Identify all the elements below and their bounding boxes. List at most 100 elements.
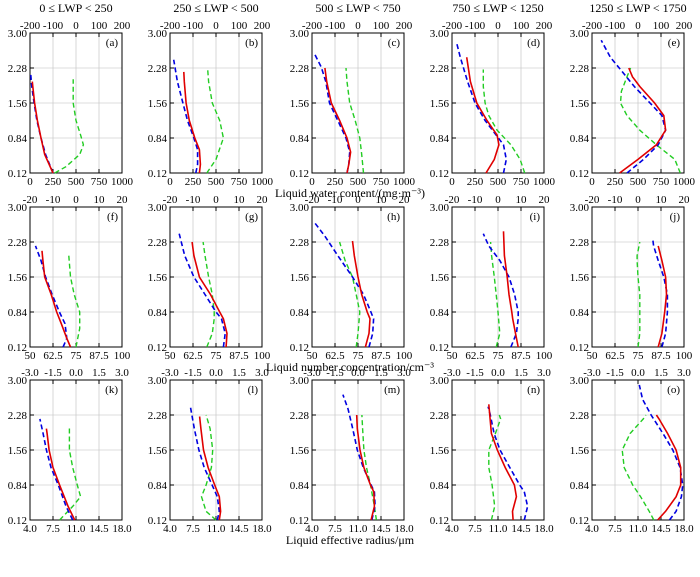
- panel-k-xtick-label: 18.0: [112, 523, 132, 535]
- panel-d-ytick-label: 1.56: [430, 98, 450, 110]
- panel-d-xtick-label: 250: [467, 176, 484, 188]
- panel-a-green-line: [54, 79, 85, 174]
- panel-o-ytick-label: 2.28: [570, 410, 590, 422]
- panel-d-ytick-label: 0.84: [430, 133, 450, 145]
- panel-d-label: (d): [527, 37, 540, 49]
- panel-b-top-xtick-label: -100: [183, 20, 204, 32]
- panel-h-xtick-label: 100: [396, 350, 413, 362]
- panel-b-top-xtick-label: 0: [213, 20, 219, 32]
- panel-d-xtick-label: 750: [513, 176, 530, 188]
- panel-f-xtick-label: 87.5: [89, 350, 109, 362]
- panel-j-ytick-label: 0.84: [570, 307, 590, 319]
- panel-k-top-xtick-label: -1.5: [44, 367, 62, 379]
- column-title-3: 500 ≤ LWP < 750: [315, 1, 400, 15]
- panel-g-xtick-label: 87.5: [229, 350, 249, 362]
- panel-o-ytick-label: 0.84: [570, 480, 590, 492]
- panel-a-xtick-label: 0: [27, 176, 33, 188]
- panel-n-ytick-label: 0.84: [430, 480, 450, 492]
- panel-l-green-line: [200, 414, 217, 521]
- panel-n-green-line: [488, 414, 502, 521]
- panel-b-xtick-label: 750: [231, 176, 248, 188]
- panel-o-xtick-label: 11.0: [629, 523, 648, 535]
- panel-b-green-line: [206, 69, 225, 174]
- panel-f-top-xtick-label: -20: [23, 194, 38, 206]
- panel-k-ytick-label: 1.56: [8, 445, 28, 457]
- panel-f-ytick-label: 0.12: [8, 342, 27, 354]
- panel-h-xtick-label: 87.5: [371, 350, 391, 362]
- panel-g-ytick-label: 3.00: [148, 202, 168, 214]
- panel-n-ytick-label: 0.12: [430, 515, 449, 527]
- panel-l-red-line: [198, 416, 222, 521]
- panel-h-label: (h): [387, 211, 400, 223]
- panel-i-green-line: [489, 241, 501, 348]
- panel-j-xtick-label: 100: [676, 350, 693, 362]
- panel-d-top-xtick-label: -100: [465, 20, 486, 32]
- panel-a-blue-line: [29, 71, 54, 174]
- panel-h-ytick-label: 3.00: [290, 202, 310, 214]
- panel-a-xtick-label: 250: [45, 176, 62, 188]
- panel-m-ytick-label: 1.56: [290, 445, 310, 457]
- row-1-xlabel: Liquid water content/(mg·m⁻³): [275, 186, 425, 200]
- panel-a-top-xtick-label: 0: [73, 20, 79, 32]
- panel-o-xtick-label: 14.5: [651, 523, 671, 535]
- panel-m-blue-line: [342, 394, 376, 521]
- panel-a-xtick-label: 750: [91, 176, 108, 188]
- panel-m-ytick-label: 3.00: [290, 375, 310, 387]
- panel-g-ytick-label: 1.56: [148, 272, 168, 284]
- panel-g-xtick-label: 100: [254, 350, 271, 362]
- panel-k-xtick-label: 4.0: [23, 523, 37, 535]
- panel-f-red-line: [41, 250, 72, 348]
- panel-i-blue-line: [482, 233, 519, 348]
- panel-g-red-line: [191, 241, 228, 348]
- panel-e-ytick-label: 0.12: [570, 168, 589, 180]
- panel-b-ytick-label: 1.56: [148, 98, 168, 110]
- panel-i-ytick-label: 0.84: [430, 307, 450, 319]
- panel-e-top-xtick-label: 0: [635, 20, 641, 32]
- panel-a-top-xtick-label: 200: [114, 20, 131, 32]
- panel-m-ytick-label: 0.12: [290, 515, 309, 527]
- panel-g-xtick-label: 50: [165, 350, 177, 362]
- panel-l-ytick-label: 2.28: [148, 410, 168, 422]
- panel-h-green-line: [338, 241, 361, 348]
- panel-e-top-xtick-label: 200: [676, 20, 693, 32]
- column-title-2: 250 ≤ LWP < 500: [173, 1, 258, 15]
- column-title-1: 0 ≤ LWP < 250: [39, 1, 112, 15]
- panel-o-label: (o): [667, 384, 680, 396]
- panel-i-top-xtick-label: -20: [445, 194, 460, 206]
- panel-e-ytick-label: 2.28: [570, 63, 590, 75]
- panel-k-blue-line: [39, 418, 74, 521]
- panel-j-xtick-label: 75: [633, 350, 645, 362]
- panel-h-ytick-label: 0.12: [290, 342, 309, 354]
- panel-c-xtick-label: 500: [350, 176, 367, 188]
- panel-m-ytick-label: 2.28: [290, 410, 310, 422]
- panel-j-top-xtick-label: -20: [585, 194, 600, 206]
- panel-f-top-xtick-label: 10: [94, 194, 106, 206]
- panel-d-green-line: [482, 69, 526, 174]
- panel-m-red-line: [355, 414, 376, 521]
- panel-m-top-xtick-label: 3.0: [397, 367, 411, 379]
- panel-o-top-xtick-label: -1.5: [606, 367, 624, 379]
- panel-n-top-xtick-label: 3.0: [537, 367, 551, 379]
- panel-e-ytick-label: 1.56: [570, 98, 590, 110]
- panel-g-ytick-label: 0.84: [148, 307, 168, 319]
- panel-b-ytick-label: 0.84: [148, 133, 168, 145]
- panel-a-red-line: [31, 81, 54, 174]
- panel-n-xtick-label: 11.0: [489, 523, 508, 535]
- panel-h-red-line: [351, 240, 371, 348]
- panel-a-xtick-label: 500: [68, 176, 85, 188]
- panel-o-top-xtick-label: 1.5: [654, 367, 668, 379]
- panel-o-ytick-label: 3.00: [570, 375, 590, 387]
- panel-h-top-xtick-label: 20: [399, 194, 411, 206]
- panel-f-top-xtick-label: 0: [73, 194, 79, 206]
- panel-j-ytick-label: 2.28: [570, 237, 590, 249]
- panel-h-xtick-label: 75: [353, 350, 365, 362]
- panel-c-label: (c): [388, 37, 401, 49]
- panel-f-ytick-label: 0.84: [8, 307, 28, 319]
- row-3-xlabel: Liquid effective radius/μm: [286, 533, 415, 547]
- panel-l-ytick-label: 1.56: [148, 445, 168, 457]
- panel-c-ytick-label: 0.12: [290, 168, 309, 180]
- panel-f-green-line: [67, 253, 81, 348]
- panel-m-green-line: [361, 414, 378, 521]
- panel-b-top-xtick-label: 100: [231, 20, 248, 32]
